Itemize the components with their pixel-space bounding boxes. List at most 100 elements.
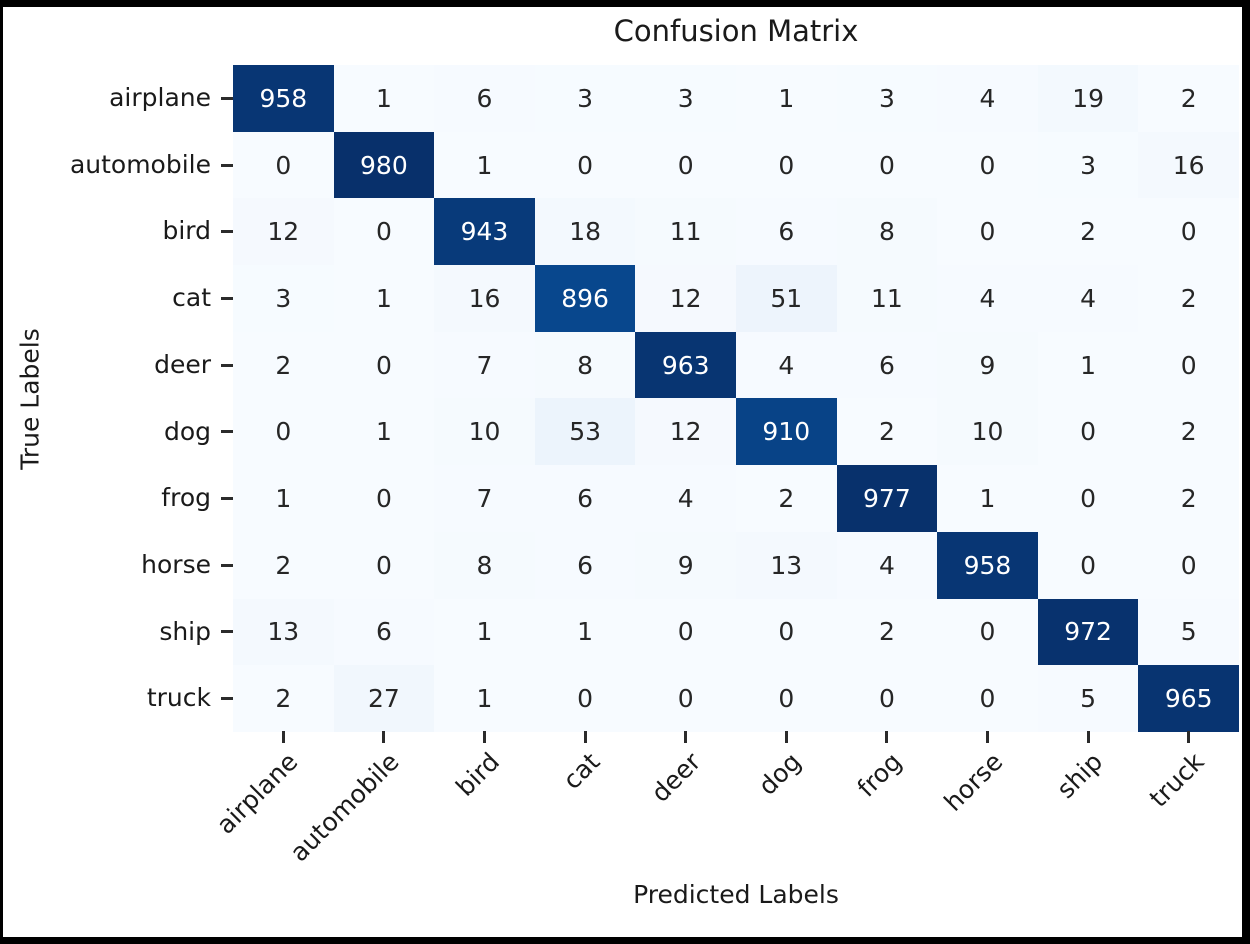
heatmap-cell: 3 [836, 65, 938, 132]
y-tick-mark [221, 497, 233, 501]
heatmap-cell: 1 [434, 598, 535, 666]
heatmap-cell: 0 [233, 398, 334, 466]
x-tick-mark [382, 731, 386, 743]
y-tick-label: truck [146, 683, 211, 713]
heatmap-cell: 0 [635, 598, 736, 666]
heatmap-cell: 0 [534, 665, 636, 732]
heatmap-cell: 2 [836, 398, 938, 466]
heatmap-cell: 1 [333, 398, 435, 466]
x-axis-title: Predicted Labels [633, 880, 839, 909]
heatmap-cell: 0 [333, 198, 435, 266]
x-tick-mark [1187, 731, 1191, 743]
heatmap-cell: 4 [836, 531, 938, 599]
heatmap-cell: 2 [1138, 265, 1239, 332]
y-tick-label: airplane [109, 83, 211, 112]
heatmap-cell: 0 [1138, 198, 1239, 266]
heatmap-cell: 6 [333, 598, 435, 666]
heatmap-cell: 8 [534, 331, 636, 399]
heatmap-cell: 13 [233, 598, 334, 666]
heatmap-cell: 1 [434, 665, 535, 732]
y-tick-mark [221, 563, 233, 567]
y-tick-label: ship [159, 616, 211, 646]
heatmap-cell: 4 [937, 65, 1038, 132]
heatmap-cell: 2 [233, 665, 334, 732]
heatmap-cell: 4 [635, 465, 736, 532]
heatmap-cell: 2 [1138, 398, 1239, 466]
heatmap-cell: 19 [1037, 65, 1139, 132]
heatmap-cell: 1 [233, 465, 334, 532]
heatmap-cell: 896 [534, 265, 636, 332]
y-tick-label: cat [172, 283, 211, 313]
heatmap-cell: 0 [1138, 331, 1239, 399]
heatmap-cell: 4 [1037, 265, 1139, 332]
heatmap-cell: 16 [434, 265, 535, 332]
heatmap-cell: 2 [1138, 465, 1239, 532]
heatmap-cell: 8 [434, 531, 535, 599]
heatmap-cell: 3 [1037, 131, 1139, 199]
heatmap-cell: 12 [635, 265, 736, 332]
heatmap-cell: 1 [434, 131, 535, 199]
heatmap-cell: 11 [635, 198, 736, 266]
heatmap-cell: 0 [937, 665, 1038, 732]
heatmap-cell: 2 [233, 331, 334, 399]
y-tick-label: deer [154, 349, 211, 379]
y-tick-mark [221, 630, 233, 634]
x-tick-label: truck [1143, 747, 1210, 813]
chart-title: Confusion Matrix [613, 14, 859, 48]
x-tick-mark [583, 731, 587, 743]
heatmap-cell: 13 [735, 531, 837, 599]
heatmap-cell: 2 [1037, 198, 1139, 266]
heatmap-cell: 3 [534, 65, 636, 132]
heatmap-cell: 7 [434, 465, 535, 532]
y-tick-mark [221, 96, 233, 100]
heatmap-cell: 0 [1037, 398, 1139, 466]
heatmap-cell: 4 [937, 265, 1038, 332]
heatmap-cell: 1 [333, 265, 435, 332]
heatmap-cell: 0 [1138, 531, 1239, 599]
heatmap-cell: 18 [534, 198, 636, 266]
heatmap-cell: 0 [735, 598, 837, 666]
x-tick-mark [986, 731, 989, 743]
heatmap-cell: 0 [735, 131, 837, 199]
heatmap-grid: 958 1 6 3 3 1 3 4 19 2 0 980 1 0 0 0 0 0 3 16 12 0 943 18 11 6 8 0 2… [233, 65, 1239, 732]
heatmap-cell: 0 [836, 665, 938, 732]
heatmap-cell: 0 [937, 131, 1038, 199]
heatmap-cell: 0 [735, 665, 837, 732]
heatmap-cell: 12 [635, 398, 736, 466]
x-tick-mark [281, 731, 285, 743]
x-tick-label: frog [851, 747, 908, 803]
heatmap-cell: 3 [233, 265, 334, 332]
heatmap-cell: 51 [735, 265, 837, 332]
heatmap-cell: 972 [1037, 598, 1139, 666]
x-axis-tick-labels: airplane automobile bird cat deer dog frog hors… [211, 731, 1239, 901]
heatmap-cell: 7 [434, 331, 535, 399]
heatmap-cell: 1 [534, 598, 636, 666]
heatmap-cell: 2 [1138, 65, 1239, 132]
y-tick-label: horse [141, 549, 211, 579]
heatmap-cell: 1 [937, 465, 1038, 532]
x-tick-mark [483, 731, 486, 743]
heatmap-cell: 6 [836, 331, 938, 399]
heatmap-cell: 10 [937, 398, 1038, 466]
heatmap-cell: 1 [333, 65, 435, 132]
heatmap-cell: 0 [333, 531, 435, 599]
x-tick-mark [784, 731, 788, 743]
heatmap-cell: 6 [434, 65, 535, 132]
y-tick-mark [221, 430, 233, 434]
x-tick-label: horse [938, 747, 1009, 817]
heatmap-cell: 2 [836, 598, 938, 666]
heatmap-cell: 943 [434, 198, 535, 266]
y-tick-label: bird [162, 216, 211, 246]
heatmap-cell: 27 [333, 665, 435, 732]
heatmap-cell: 5 [1138, 598, 1239, 666]
heatmap-cell: 10 [434, 398, 535, 466]
heatmap-cell: 0 [635, 665, 736, 732]
heatmap-cell: 0 [233, 131, 334, 199]
y-tick-mark [221, 230, 233, 234]
y-axis-tick-labels: airplane automobile bird cat deer dog frog hors… [0, 65, 233, 732]
heatmap-cell: 5 [1037, 665, 1139, 732]
y-tick-label: dog [163, 416, 211, 446]
y-axis-title: True Labels [15, 328, 45, 470]
y-tick-mark [221, 697, 233, 701]
x-tick-label: cat [557, 747, 606, 795]
